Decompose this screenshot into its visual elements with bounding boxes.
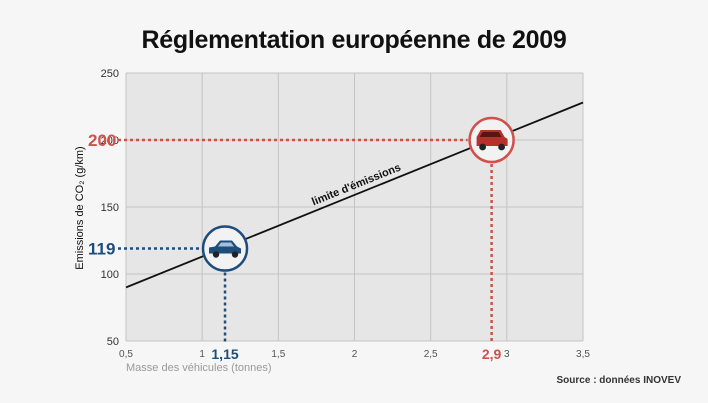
car-icon: [209, 240, 242, 258]
x-tick-label: 1: [199, 349, 205, 360]
grid-lines: [125, 72, 584, 342]
x-tick-label: 2: [352, 349, 358, 360]
y-axis-label: Emissions de CO₂ (g/km): [74, 146, 86, 270]
suv-y-value: 200: [88, 131, 116, 150]
car-wheel: [212, 251, 220, 258]
x-tick-label: 3: [504, 349, 510, 360]
small-car-x-value: 1,15: [211, 346, 238, 362]
annotations: 119 1,15 200 2,9: [88, 116, 515, 362]
car-wheel: [231, 251, 239, 258]
car-body: [209, 240, 242, 254]
small-car-annotation: 119 1,15: [88, 225, 249, 362]
suv-wheel: [479, 143, 486, 151]
suv-x-value: 2,9: [482, 346, 502, 362]
suv-wheel: [498, 143, 505, 151]
chart-title: Réglementation européenne de 2009: [141, 26, 567, 54]
suv-annotation: 200 2,9: [88, 116, 515, 362]
small-car-y-value: 119: [88, 240, 115, 259]
tick-labels: 0,5 1 1,5 2 2,5 3 3,5 50 100 150 200 250: [101, 68, 591, 360]
y-tick-label: 250: [101, 68, 119, 80]
x-tick-label: 1,5: [271, 349, 285, 360]
x-tick-label: 3,5: [576, 349, 590, 360]
source-note: Source : données INOVEV: [556, 375, 681, 386]
y-tick-label: 200: [101, 135, 119, 147]
y-tick-label: 50: [107, 336, 119, 348]
y-tick-label: 100: [101, 269, 119, 281]
x-tick-label: 0,5: [119, 349, 133, 360]
x-tick-label: 2,5: [424, 349, 438, 360]
car-window: [218, 242, 235, 247]
suv-window: [479, 132, 502, 137]
suv-icon: [476, 130, 508, 151]
y-tick-label: 150: [101, 202, 119, 214]
x-axis-label: Masse des véhicules (tonnes): [126, 362, 272, 374]
